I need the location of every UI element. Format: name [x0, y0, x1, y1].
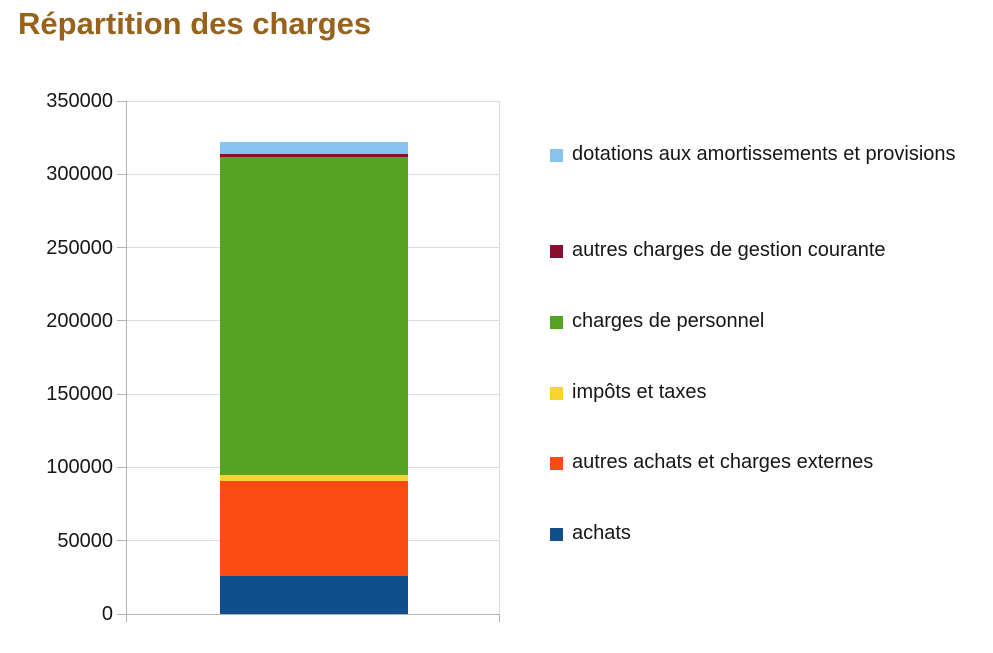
- bar-segment-imp-ts-et-taxes: [220, 474, 408, 481]
- y-axis-label: 200000: [46, 309, 113, 332]
- page-title: Répartition des charges: [18, 6, 372, 41]
- y-axis-tick: [117, 100, 126, 102]
- y-axis-label: 250000: [46, 236, 113, 259]
- legend-label: dotations aux amortissements et pro­visi…: [572, 143, 956, 165]
- y-axis-tick: [117, 320, 126, 322]
- y-axis-label: 50000: [57, 529, 113, 552]
- y-axis-label: 150000: [46, 383, 113, 406]
- y-axis-label: 300000: [46, 163, 113, 186]
- y-gridline: [126, 100, 499, 102]
- legend-label: autres charges de gestion courante: [572, 239, 886, 261]
- y-axis-label: 0: [101, 603, 113, 625]
- x-axis-line: [117, 613, 499, 615]
- bar-segment-achats: [220, 575, 408, 614]
- legend-swatch-icon: [550, 457, 563, 470]
- y-axis-line: [126, 101, 127, 622]
- legend-swatch-icon: [550, 149, 563, 162]
- legend-label: charges de personnel: [572, 310, 765, 332]
- plot-right-border: [499, 101, 500, 614]
- legend-swatch-icon: [550, 387, 563, 400]
- legend-swatch-icon: [550, 316, 563, 329]
- bar-segment-autres-charges-de-gestion-courante: [220, 153, 408, 157]
- legend-label: achats: [572, 522, 631, 544]
- y-axis-tick: [117, 393, 126, 395]
- bar-segment-dotations-aux-amortissements-et-provisions: [220, 142, 408, 154]
- y-axis-tick: [117, 540, 126, 542]
- legend-swatch-icon: [550, 245, 563, 258]
- legend-label: impôts et taxes: [572, 381, 707, 403]
- y-axis-label: 350000: [46, 90, 113, 112]
- y-axis-tick: [117, 173, 126, 175]
- y-axis-label: 100000: [46, 456, 113, 479]
- x-axis-tick-right: [499, 614, 500, 622]
- bar-segment-charges-de-personnel: [220, 156, 408, 475]
- legend-label: autres achats et charges externes: [572, 451, 874, 473]
- bar-segment-autres-achats-et-charges-externes: [220, 480, 408, 576]
- y-axis-tick: [117, 247, 126, 249]
- legend-swatch-icon: [550, 528, 563, 541]
- y-axis-tick: [117, 466, 126, 468]
